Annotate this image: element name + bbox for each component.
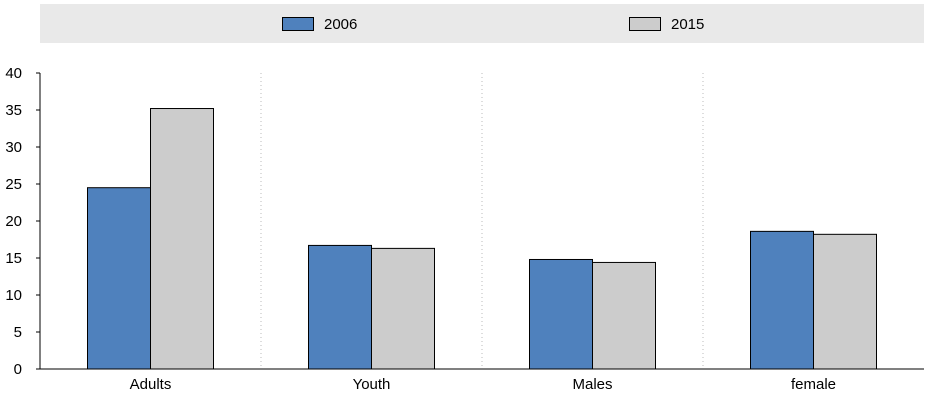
bar-2006-youth xyxy=(308,244,372,370)
bar-2006-adults xyxy=(87,187,151,370)
y-tick-label: 35 xyxy=(5,102,22,119)
bar-2015-female xyxy=(813,233,877,370)
y-tick-label: 40 xyxy=(5,65,22,82)
legend-swatch-2015 xyxy=(629,17,661,31)
legend-label-2015: 2015 xyxy=(671,15,705,33)
legend-item-2006: 2006 xyxy=(282,15,358,33)
x-tick-label: female xyxy=(791,376,836,393)
y-tick-label: 10 xyxy=(5,287,22,304)
x-tick-label: Youth xyxy=(353,376,391,393)
legend-label-2006: 2006 xyxy=(324,15,358,33)
bar-2006-female xyxy=(750,230,814,370)
bar-2006-males xyxy=(529,258,593,370)
x-tick-label: Adults xyxy=(130,376,172,393)
bar-2015-males xyxy=(592,261,656,370)
y-tick-label: 15 xyxy=(5,250,22,267)
y-tick-label: 20 xyxy=(5,213,22,230)
legend-swatch-2006 xyxy=(282,17,314,31)
y-tick-label: 0 xyxy=(14,361,22,378)
legend-item-2015: 2015 xyxy=(629,15,705,33)
y-tick-label: 5 xyxy=(14,324,22,341)
x-tick-label: Males xyxy=(572,376,612,393)
y-tick-label: 25 xyxy=(5,176,22,193)
y-tick-label: 30 xyxy=(5,139,22,156)
bar-2015-adults xyxy=(150,108,214,370)
legend: 2006 2015 xyxy=(40,4,924,43)
bar-2015-youth xyxy=(371,247,435,370)
